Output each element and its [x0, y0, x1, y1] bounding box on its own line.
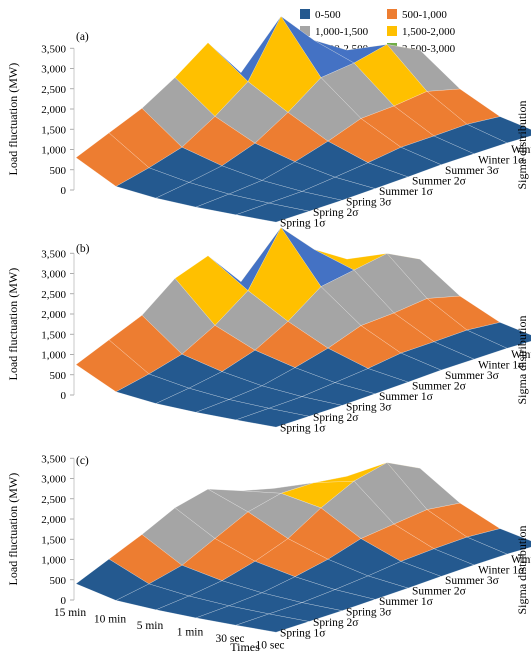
surface-cell: [235, 613, 310, 633]
panel-a: (a) 3,500 3,000 2,500 2,000 1,500 1,000 500 0 Loa…: [6, 16, 531, 230]
y-tick-label: 3,000: [41, 269, 66, 281]
depth-tick-label: Winter 2σ: [511, 554, 531, 566]
depth-tick-label: Spring 1σ: [280, 423, 326, 435]
depth-tick-label: Winter 1σ: [478, 155, 525, 167]
legend-swatch: [300, 26, 310, 36]
x-tick-label: 30 sec: [215, 633, 244, 645]
y-tick-label: 1,500: [41, 124, 66, 136]
x-tick-label: 15 min: [54, 607, 87, 619]
legend-swatch: [387, 9, 397, 19]
depth-tick-label: Summer 1σ: [379, 186, 434, 198]
y-tick-label: 2,000: [41, 104, 66, 116]
depth-tick-label: Summer 3σ: [445, 165, 500, 177]
y-tick-label: 2,500: [41, 289, 66, 301]
depth-tick-label: Spring 2σ: [313, 207, 359, 219]
y-tick-label: 2,000: [41, 309, 66, 321]
y-tick-label: 500: [50, 575, 67, 587]
depth-tick-label: Winter 2σ: [511, 349, 531, 361]
depth-tick-label: Winter 1σ: [478, 360, 525, 372]
depth-tick-label: Summer 2σ: [412, 176, 467, 188]
depth-tick-label: Summer 1σ: [379, 596, 434, 608]
y-tick-label: 3,500: [41, 43, 66, 55]
depth-tick-label: Spring 1σ: [280, 628, 326, 640]
y-tick-label: 1,000: [41, 145, 66, 157]
depth-tick-label: Summer 3σ: [445, 575, 500, 587]
y-tick-label: 1,000: [41, 350, 66, 362]
depth-tick-label: Summer 2σ: [412, 586, 467, 598]
y-axis-label: Load fluctuation (MW): [6, 63, 20, 176]
surface-cell: [235, 202, 310, 223]
y-tick-label: 1,500: [41, 329, 66, 341]
depth-tick-label: Winter 1σ: [478, 565, 525, 577]
x-tick-label: 1 min: [177, 627, 204, 639]
depth-tick-label: Winter 2σ: [511, 144, 531, 156]
legend-label: 0-500: [315, 9, 341, 21]
depth-tick-label: Spring 3σ: [346, 607, 392, 619]
legend-label: 1,500-2,000: [402, 26, 456, 38]
y-tick-label: 0: [61, 595, 67, 607]
panel-c: (c) 3,500 3,000 2,500 2,000 1,500 1,000 500 0 Loa…: [6, 453, 531, 654]
depth-tick-label: Spring 2σ: [313, 617, 359, 629]
legend-label: 500-1,000: [402, 9, 447, 21]
y-tick-label: 0: [61, 185, 67, 197]
legend-swatch: [300, 9, 310, 19]
depth-tick-label: Summer 1σ: [379, 391, 434, 403]
depth-axis-label: Sigma distribution: [515, 315, 529, 404]
x-tick-label: 10 sec: [255, 640, 284, 652]
legend-label: 1,000-1,500: [315, 26, 369, 38]
depth-tick-label: Summer 2σ: [412, 381, 467, 393]
legend-swatch: [387, 26, 397, 36]
depth-axis-label: Sigma distribution: [515, 525, 529, 614]
y-axis-label: Load fluctuation (MW): [6, 268, 20, 381]
y-tick-label: 3,000: [41, 474, 66, 486]
y-tick-label: 1,000: [41, 555, 66, 567]
y-tick-label: 3,500: [41, 248, 66, 260]
depth-tick-label: Spring 1σ: [280, 218, 326, 230]
y-axis-label: Load fluctuation (MW): [6, 473, 20, 586]
depth-axis-label: Sigma distribution: [515, 100, 529, 189]
y-tick-label: 1,500: [41, 534, 66, 546]
y-tick-label: 500: [50, 370, 67, 382]
y-tick-label: 2,500: [41, 494, 66, 506]
y-tick-label: 0: [61, 390, 67, 402]
x-axis-label: Times: [230, 640, 260, 654]
panel-label: (c): [76, 455, 89, 467]
surface-cell: [235, 408, 310, 428]
y-tick-label: 3,500: [41, 453, 66, 465]
y-tick-label: 2,500: [41, 84, 66, 96]
x-tick-label: 5 min: [137, 620, 164, 632]
y-tick-label: 3,000: [41, 64, 66, 76]
y-tick-label: 2,000: [41, 514, 66, 526]
y-tick-label: 500: [50, 165, 67, 177]
panel-label: (b): [76, 243, 90, 255]
depth-tick-label: Spring 3σ: [346, 402, 392, 414]
x-tick-label: 10 min: [94, 614, 127, 626]
depth-tick-label: Spring 2σ: [313, 412, 359, 424]
panel-label: (a): [76, 31, 89, 43]
depth-tick-label: Spring 3σ: [346, 197, 392, 209]
panel-b: (b) 3,500 3,000 2,500 2,000 1,500 1,000 500 0 Loa…: [6, 227, 531, 435]
depth-tick-label: Summer 3σ: [445, 370, 500, 382]
